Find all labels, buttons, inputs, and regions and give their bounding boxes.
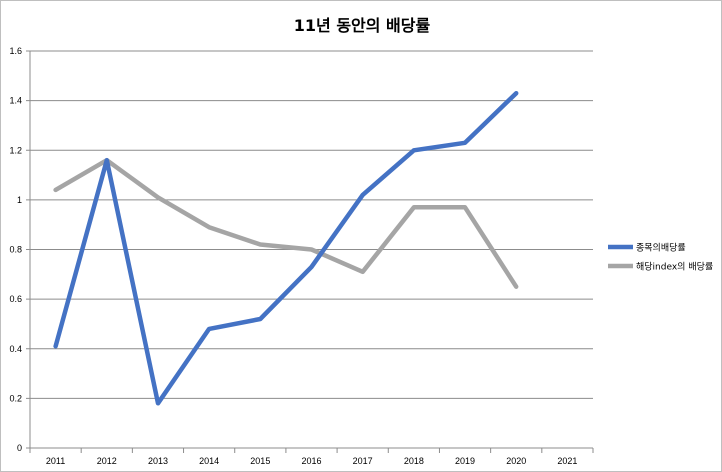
y-tick-label: 0.4: [9, 344, 22, 354]
x-axis-tick-labels: 2011 2012 2013 2014 2015 2016 2017 2018 2019 2020…: [46, 456, 578, 466]
x-tick-label: 2015: [250, 456, 270, 466]
x-tick-label: 2019: [455, 456, 475, 466]
y-tick-label: 1.4: [9, 96, 22, 106]
y-axis-tick-labels: 0 0.2 0.4 0.6 0.8 1 1.2 1.4 1.6: [9, 46, 22, 453]
legend-label-2: 해당index의 배당률: [636, 262, 713, 273]
y-tick-label: 1.2: [9, 145, 22, 155]
series-line-1: [53, 90, 519, 406]
x-tick-label: 2014: [199, 456, 219, 466]
x-tick-label: 2013: [148, 456, 168, 466]
x-tick-label: 2011: [46, 456, 65, 466]
x-tick-label: 2018: [404, 456, 424, 466]
y-tick-label: 1.6: [9, 46, 22, 56]
series-lines: [53, 90, 519, 406]
x-tick-label: 2021: [557, 456, 577, 466]
x-tick-label: 2012: [97, 456, 117, 466]
chart-title: 11년 동안의 배당률: [294, 16, 431, 35]
x-tick-label: 2017: [353, 456, 373, 466]
y-tick-label: 0.8: [9, 245, 22, 255]
legend-label-1: 종목의배당률: [636, 243, 686, 254]
y-tick-label: 0: [17, 443, 22, 453]
x-tick-label: 2020: [506, 456, 526, 466]
y-tick-label: 1: [17, 195, 22, 205]
y-tick-label: 0.6: [9, 294, 22, 304]
axes: [26, 50, 594, 453]
x-tick-label: 2016: [301, 456, 321, 466]
y-tick-label: 0.2: [9, 393, 22, 403]
series-line-2: [53, 157, 519, 289]
